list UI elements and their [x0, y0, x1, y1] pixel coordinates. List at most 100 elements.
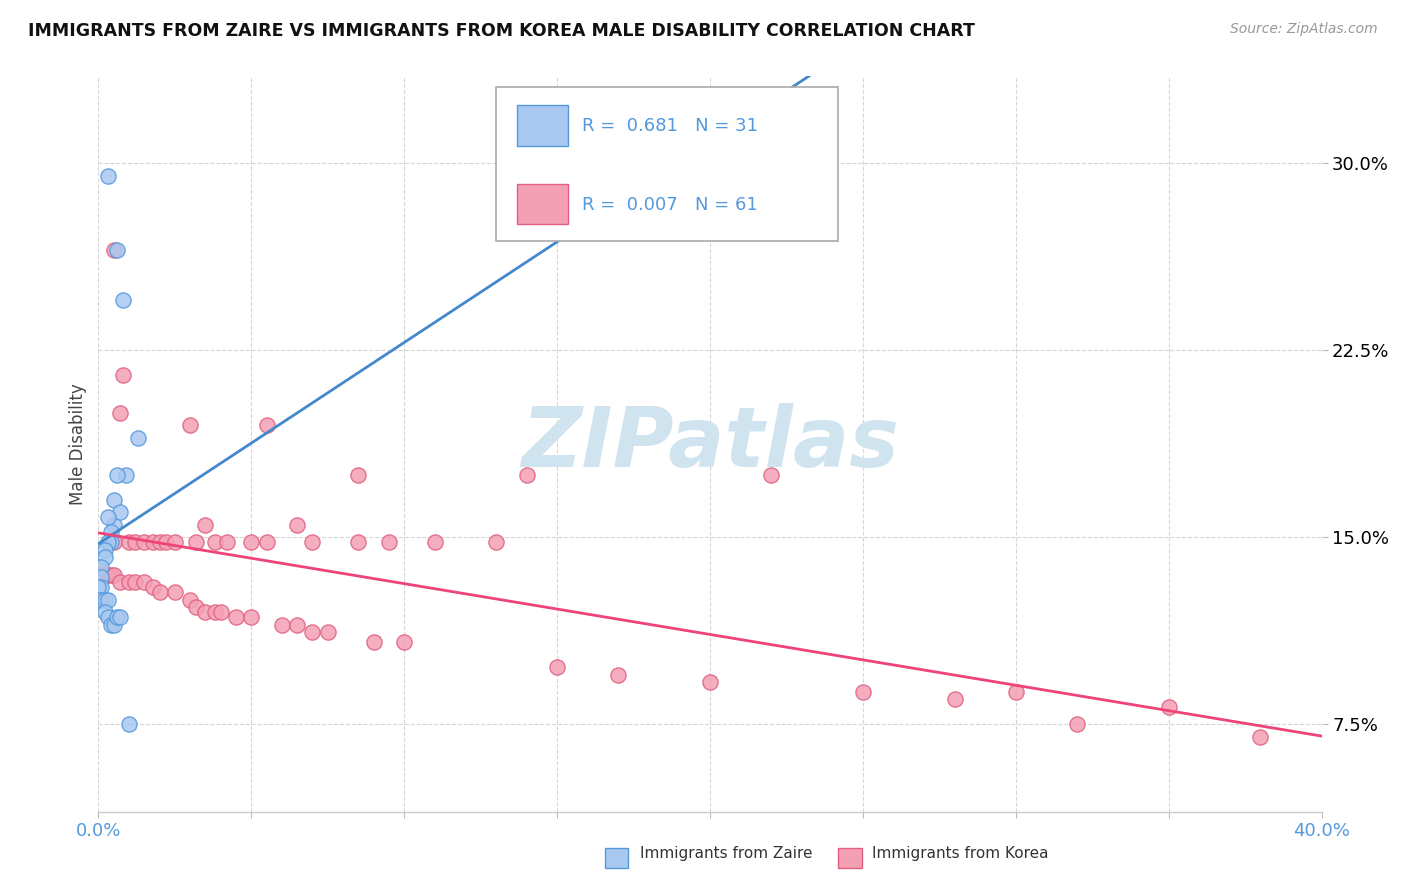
Text: ZIPatlas: ZIPatlas	[522, 403, 898, 484]
Point	[179, 592, 201, 607]
Text: IMMIGRANTS FROM ZAIRE VS IMMIGRANTS FROM KOREA MALE DISABILITY CORRELATION CHART: IMMIGRANTS FROM ZAIRE VS IMMIGRANTS FROM…	[28, 22, 974, 40]
Text: R =  0.007   N = 61: R = 0.007 N = 61	[582, 195, 758, 213]
Point	[90, 567, 112, 582]
Point	[90, 580, 112, 594]
Point	[155, 535, 177, 549]
Point	[285, 517, 308, 532]
Point	[105, 610, 128, 624]
Point	[209, 605, 232, 619]
Point	[118, 535, 141, 549]
FancyBboxPatch shape	[496, 87, 838, 242]
Point	[118, 717, 141, 731]
Point	[186, 535, 208, 549]
Point	[301, 535, 323, 549]
Point	[163, 585, 186, 599]
Point	[194, 517, 217, 532]
Point	[87, 592, 110, 607]
Point	[240, 535, 263, 549]
FancyBboxPatch shape	[605, 848, 628, 868]
Point	[392, 635, 416, 649]
Point	[134, 535, 156, 549]
Point	[1066, 717, 1088, 731]
Point	[186, 600, 208, 615]
Point	[115, 467, 138, 482]
Point	[97, 592, 120, 607]
Text: Immigrants from Korea: Immigrants from Korea	[872, 847, 1049, 861]
Point	[204, 535, 226, 549]
Point	[105, 244, 128, 258]
Point	[93, 605, 115, 619]
Point	[142, 580, 165, 594]
Point	[97, 510, 120, 524]
Point	[179, 418, 201, 433]
Point	[378, 535, 401, 549]
Point	[103, 535, 125, 549]
Point	[316, 625, 339, 640]
Point	[103, 517, 125, 532]
Point	[100, 525, 122, 540]
Y-axis label: Male Disability: Male Disability	[69, 383, 87, 505]
Point	[759, 467, 782, 482]
Point	[1004, 685, 1026, 699]
Point	[943, 692, 966, 706]
Point	[225, 610, 247, 624]
Point	[204, 605, 226, 619]
Point	[108, 505, 131, 519]
Point	[103, 567, 125, 582]
Point	[103, 492, 125, 507]
Point	[142, 535, 165, 549]
Point	[134, 575, 156, 590]
Point	[103, 244, 125, 258]
Point	[90, 560, 112, 574]
Point	[285, 617, 308, 632]
Point	[607, 667, 630, 681]
Point	[256, 535, 278, 549]
Point	[215, 535, 238, 549]
Point	[256, 418, 278, 433]
Point	[194, 605, 217, 619]
Point	[100, 567, 122, 582]
Point	[301, 625, 323, 640]
Point	[93, 592, 115, 607]
Point	[108, 610, 131, 624]
Point	[87, 560, 110, 574]
FancyBboxPatch shape	[517, 105, 568, 145]
Point	[124, 535, 146, 549]
Point	[100, 617, 122, 632]
Point	[270, 617, 292, 632]
Point	[93, 550, 115, 565]
Point	[347, 535, 370, 549]
Point	[108, 575, 131, 590]
Text: Immigrants from Zaire: Immigrants from Zaire	[640, 847, 813, 861]
Point	[423, 535, 446, 549]
Point	[111, 368, 134, 383]
Point	[149, 585, 172, 599]
Point	[100, 535, 122, 549]
Point	[87, 580, 110, 594]
Point	[124, 575, 146, 590]
Point	[97, 610, 120, 624]
Point	[347, 467, 370, 482]
Point	[607, 206, 630, 220]
Point	[118, 575, 141, 590]
Point	[97, 567, 120, 582]
Text: Source: ZipAtlas.com: Source: ZipAtlas.com	[1230, 22, 1378, 37]
Point	[163, 535, 186, 549]
Point	[546, 660, 568, 674]
FancyBboxPatch shape	[838, 848, 862, 868]
Point	[103, 617, 125, 632]
Point	[111, 293, 134, 308]
Point	[90, 592, 112, 607]
Point	[97, 535, 120, 549]
Point	[852, 685, 875, 699]
Point	[105, 467, 128, 482]
Point	[1157, 700, 1180, 714]
Point	[485, 535, 508, 549]
Point	[90, 570, 112, 584]
Point	[516, 467, 538, 482]
Point	[93, 542, 115, 557]
Point	[240, 610, 263, 624]
FancyBboxPatch shape	[517, 184, 568, 225]
Point	[149, 535, 172, 549]
Point	[97, 169, 120, 183]
